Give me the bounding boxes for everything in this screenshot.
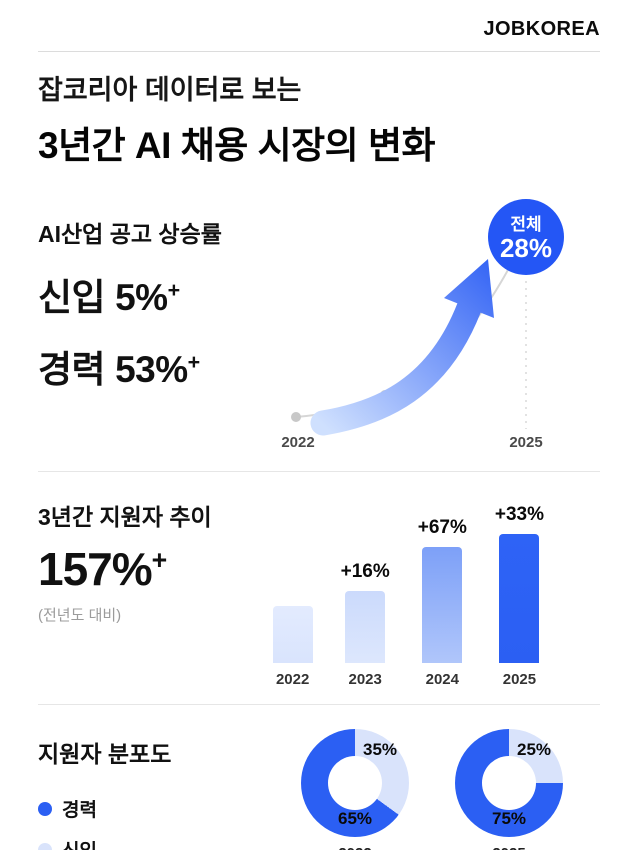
bar-label: +67% [417, 517, 467, 538]
header: JOBKOREA 잡코리아 데이터로 보는 3년간 AI 채용 시장의 변화 [38, 0, 600, 169]
header-divider [38, 51, 600, 52]
stat-newcomer-value: 5% [115, 277, 168, 318]
legend: 경력 신입 [38, 795, 248, 850]
applicant-total-value: 157% [38, 543, 153, 595]
trend-dot-2022 [291, 412, 301, 422]
applicant-trend-heading: 3년간 지원자 추이 [38, 504, 212, 530]
donut-charts: 35% 65% 2022 25% 75% 2025 [300, 721, 600, 850]
bar-year: 2023 [348, 671, 382, 688]
section-posting-growth: AI산업 공고 상승률 신입 5%+ 경력 53%+ [38, 195, 600, 455]
donut-ring-2022: 35% 65% [301, 729, 409, 837]
legend-item-experienced: 경력 [38, 795, 248, 822]
section-applicant-trend: 3년간 지원자 추이 157%+ (전년도 대비) 2022 +16% 2023… [38, 486, 600, 688]
bar-group-2023: +16% 2023 [341, 561, 390, 688]
growth-arrow-body [310, 295, 482, 436]
distribution-heading: 지원자 분포도 [38, 741, 172, 767]
donut-year: 2025 [454, 845, 564, 850]
line-chart: 전체 28% 2022 2025 [266, 195, 600, 455]
page-subtitle: 잡코리아 데이터로 보는 [38, 75, 302, 105]
applicant-trend-stats: 3년간 지원자 추이 157%+ (전년도 대비) [38, 486, 268, 688]
donut-2022: 35% 65% 2022 [300, 729, 410, 850]
axis-year-start: 2022 [281, 434, 314, 451]
bar-group-2022: 2022 [272, 576, 313, 688]
plus-sign: + [151, 545, 168, 575]
axis-year-end: 2025 [509, 434, 542, 451]
bar-group-2024: +67% 2024 [418, 517, 467, 688]
total-badge [488, 199, 564, 275]
growth-curve-svg: 전체 28% 2022 2025 [281, 199, 564, 451]
jobkorea-logo: JOBKOREA [483, 18, 600, 40]
stat-newcomer: 신입 5%+ [38, 267, 266, 321]
donut-ring-2025: 25% 75% [455, 729, 563, 837]
plus-sign: + [167, 278, 181, 302]
bar-year: 2025 [502, 671, 537, 688]
growth-arrow-head [444, 259, 494, 318]
posting-growth-stats: AI산업 공고 상승률 신입 5%+ 경력 53%+ [38, 195, 266, 455]
distribution-left: 지원자 분포도 경력 신입 [38, 721, 248, 850]
bar-2025 [499, 534, 540, 663]
bar-chart: 2022 +16% 2023 +67% 2024 +33% 2025 [272, 486, 600, 688]
bar-year: 2024 [425, 671, 459, 688]
total-badge-value: 28% [500, 233, 552, 263]
stat-experienced-value: 53% [115, 349, 188, 390]
donut-label-experienced: 75% [491, 809, 527, 828]
page-title: 3년간 AI 채용 시장의 변화 [38, 125, 436, 166]
donut-label-experienced: 65% [337, 809, 373, 828]
section-divider [38, 704, 600, 705]
bar-2023 [345, 591, 386, 663]
section-divider [38, 471, 600, 472]
posting-growth-heading: AI산업 공고 상승률 [38, 221, 222, 247]
bar-year: 2022 [275, 671, 310, 688]
total-badge-label: 전체 [510, 215, 541, 234]
donut-2025: 25% 75% 2025 [454, 729, 564, 850]
legend-label: 신입 [62, 836, 97, 850]
bar-2024 [422, 547, 463, 663]
donut-label-newcomer: 35% [363, 740, 398, 759]
bar-2022 [272, 606, 313, 663]
donut-year: 2022 [300, 845, 410, 850]
bar-group-2025: +33% 2025 [495, 504, 544, 688]
stat-newcomer-label: 신입 [38, 277, 106, 318]
legend-item-newcomer: 신입 [38, 836, 248, 850]
stat-experienced: 경력 53%+ [38, 339, 266, 393]
applicant-trend-note: (전년도 대비) [38, 607, 122, 624]
bar-label: +33% [494, 504, 544, 525]
applicant-total-growth: 157%+ [38, 542, 268, 596]
legend-dot-experienced [38, 801, 52, 816]
legend-dot-newcomer [38, 842, 52, 850]
plus-sign: + [187, 350, 201, 374]
bar-label: +16% [340, 561, 390, 582]
donut-label-newcomer: 25% [517, 740, 552, 759]
legend-label: 경력 [62, 800, 97, 821]
section-distribution: 지원자 분포도 경력 신입 35% 65% [38, 721, 600, 850]
stat-experienced-label: 경력 [38, 349, 106, 390]
